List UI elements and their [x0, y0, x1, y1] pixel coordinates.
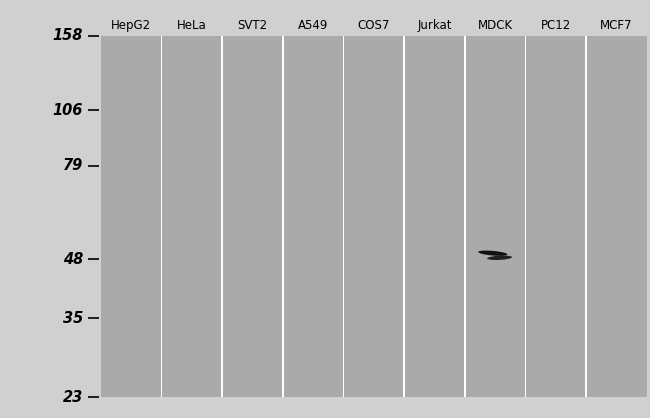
Text: 79: 79 [63, 158, 83, 173]
Text: 158: 158 [53, 28, 83, 43]
Text: COS7: COS7 [358, 19, 390, 32]
Bar [0, 0, 650, 36]
Bar [403, 36, 405, 397]
Text: HeLa: HeLa [177, 19, 207, 32]
Bar [282, 36, 283, 397]
Bar [525, 36, 527, 397]
Text: MCF7: MCF7 [600, 19, 632, 32]
Bar [464, 36, 465, 397]
Bar [161, 36, 162, 397]
Ellipse shape [487, 256, 512, 260]
Bar [585, 36, 587, 397]
Text: Jurkat: Jurkat [417, 19, 452, 32]
Bar [101, 36, 647, 397]
Text: SVT2: SVT2 [237, 19, 268, 32]
Text: HepG2: HepG2 [111, 19, 151, 32]
Text: A549: A549 [298, 19, 328, 32]
Text: MDCK: MDCK [478, 19, 513, 32]
Text: 23: 23 [63, 390, 83, 405]
Text: 35: 35 [63, 311, 83, 326]
Bar [221, 36, 223, 397]
Text: PC12: PC12 [541, 19, 571, 32]
Text: 106: 106 [53, 103, 83, 118]
Text: 48: 48 [63, 252, 83, 267]
Bar [343, 36, 344, 397]
Ellipse shape [478, 250, 508, 256]
